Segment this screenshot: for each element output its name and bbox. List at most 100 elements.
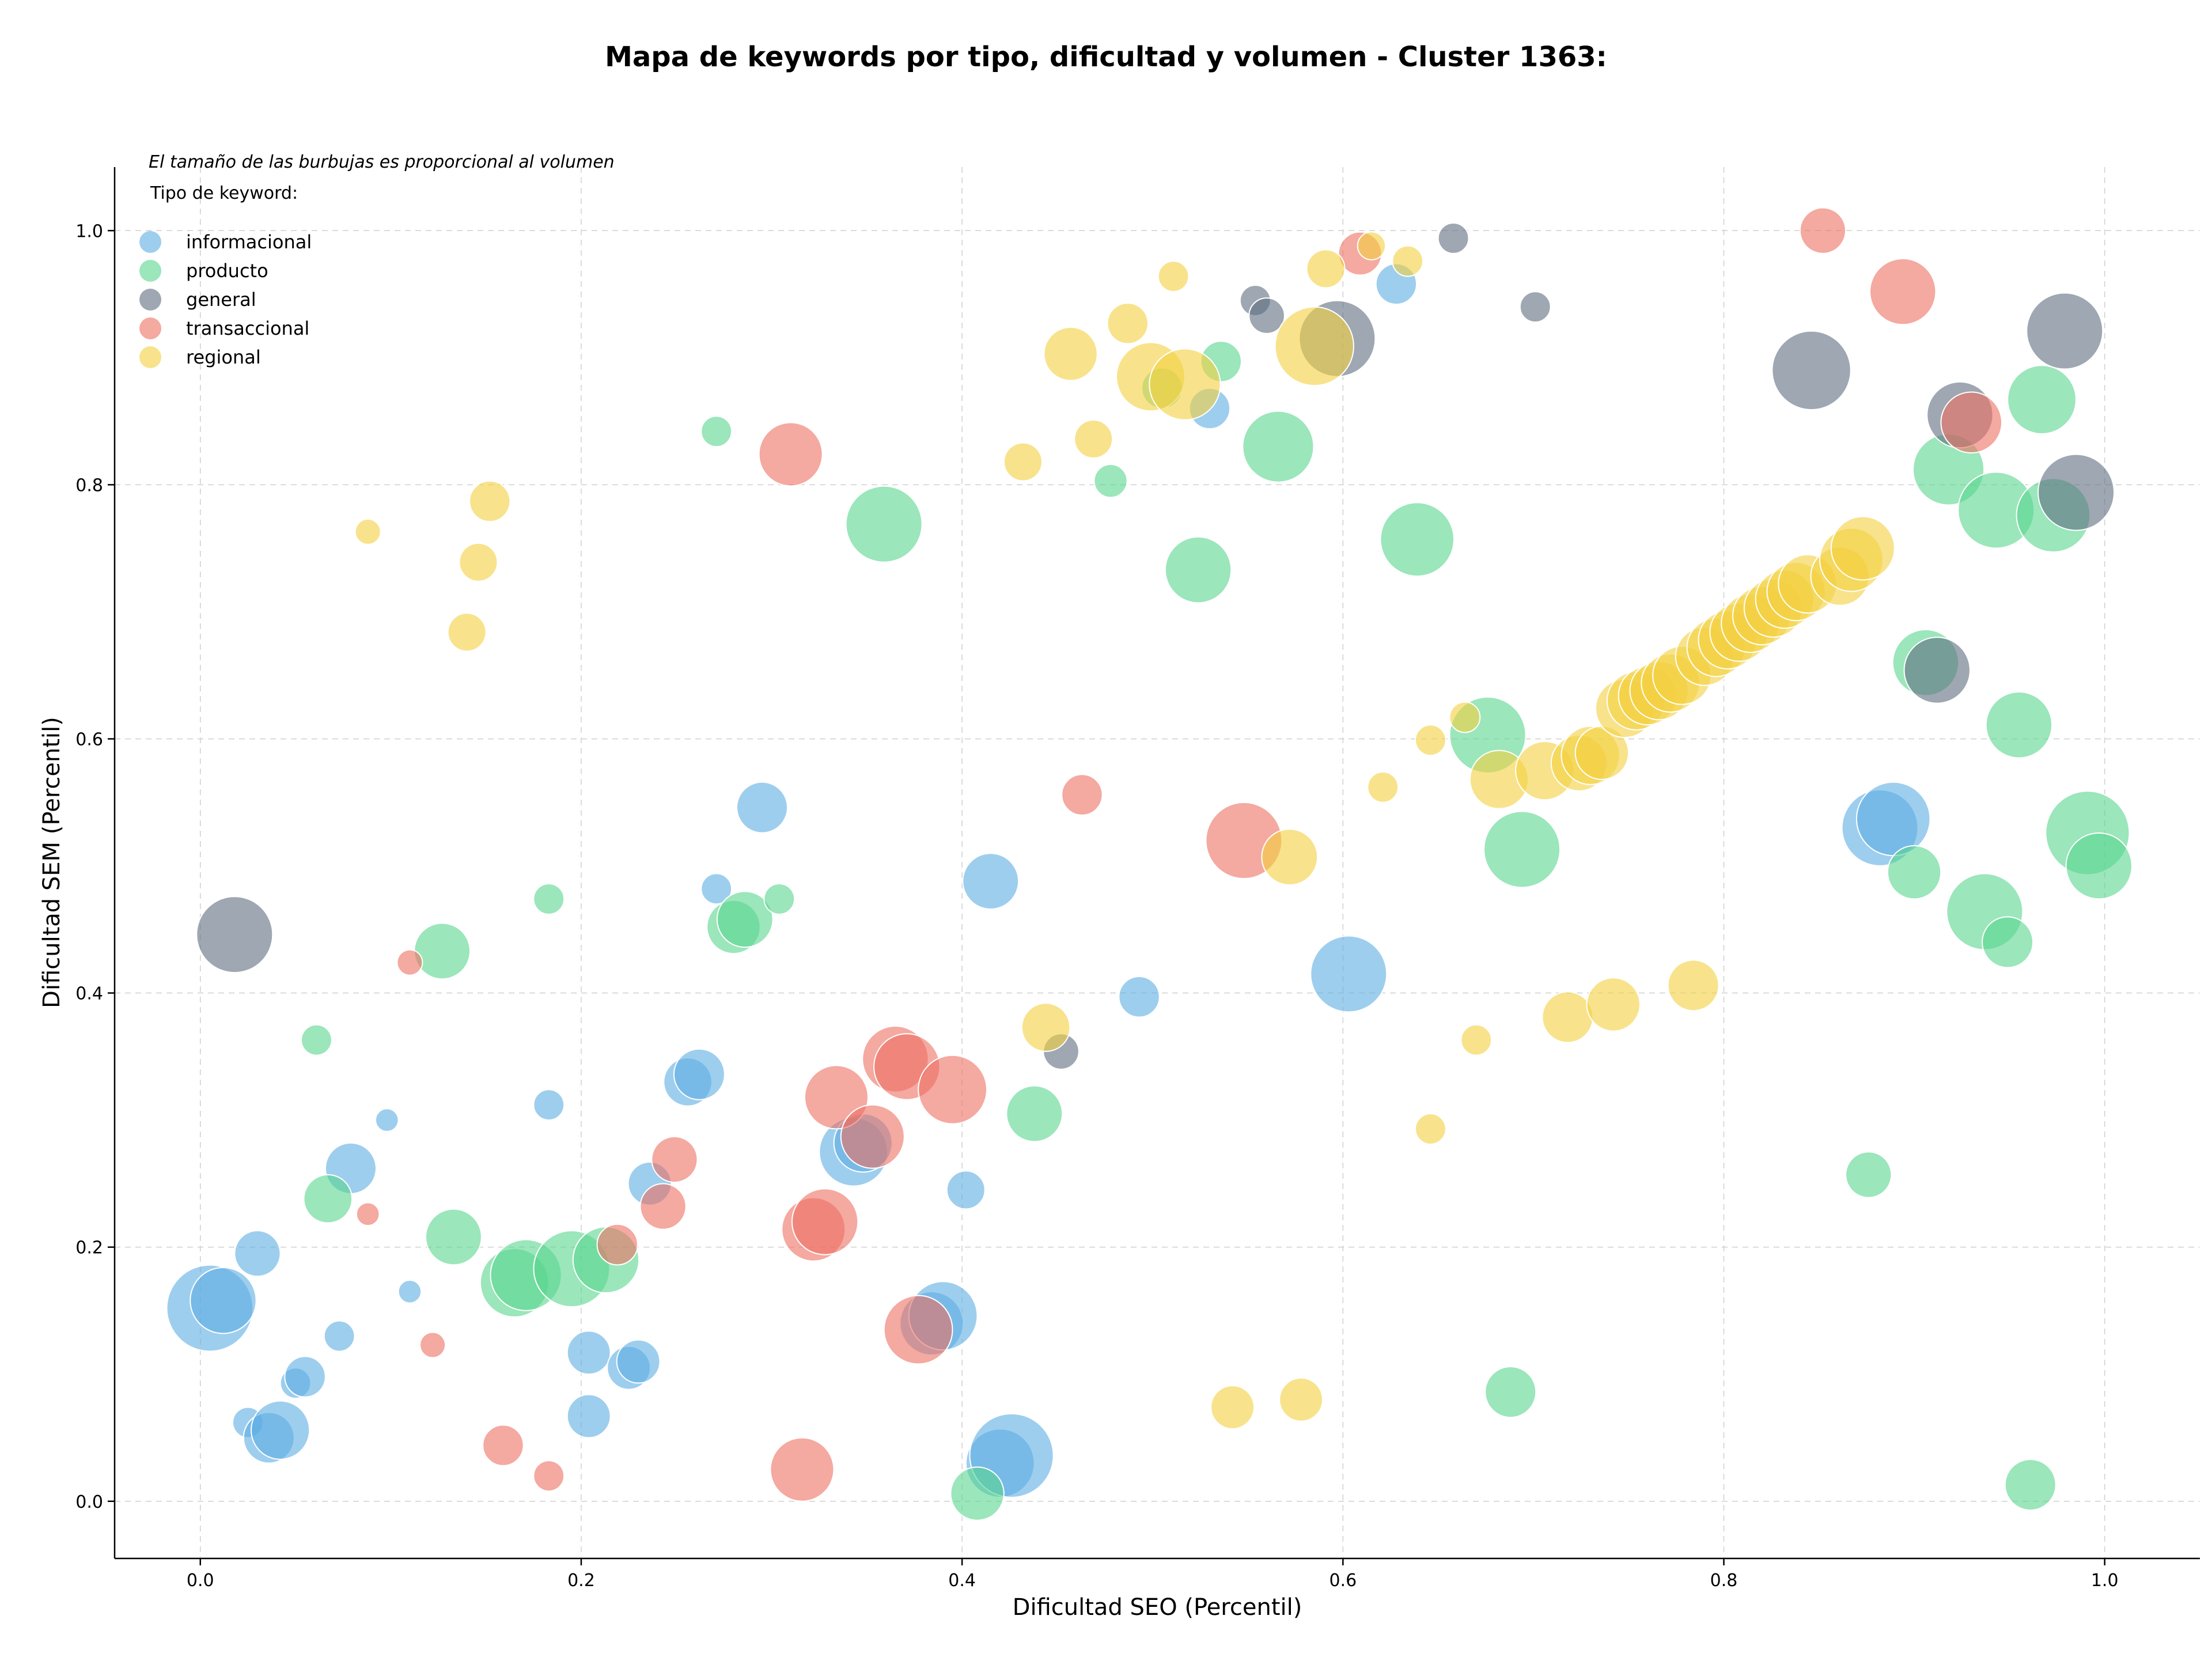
bubble-transaccional	[758, 422, 823, 487]
bubble-informacional	[397, 1280, 422, 1304]
y-axis-label: Dificultad SEM (Percentil)	[39, 717, 65, 1008]
bubble-transaccional	[918, 1054, 988, 1125]
bubble-transaccional	[651, 1136, 698, 1183]
bubble-regional	[1460, 1024, 1493, 1056]
y-tick-label: 0.8	[75, 475, 103, 495]
bubble-transaccional	[639, 1183, 687, 1230]
x-tick-label: 0.0	[187, 1571, 214, 1591]
legend-label: transaccional	[186, 317, 309, 339]
bubble-informacional	[946, 1170, 986, 1210]
bubble-regional	[459, 542, 498, 582]
y-tick-label: 0.0	[75, 1492, 103, 1512]
bubble-producto	[716, 891, 774, 948]
bubble-producto	[1484, 1366, 1537, 1418]
series-regional	[354, 231, 1895, 1429]
bubble-informacional	[284, 1356, 326, 1398]
bubble-transaccional	[596, 1224, 638, 1266]
bubble-regional	[1003, 442, 1043, 482]
x-tick-label: 1.0	[2091, 1571, 2119, 1591]
bubble-producto	[1242, 410, 1315, 483]
bubble-general	[1903, 637, 1971, 704]
y-tick-label: 0.4	[75, 984, 103, 1004]
bubble-transaccional	[1799, 207, 1847, 254]
bubble-general	[1519, 291, 1551, 323]
bubble-regional	[447, 612, 487, 652]
bubble-general	[2026, 292, 2104, 370]
legend-item-general: general	[139, 289, 256, 311]
bubble-regional	[1415, 724, 1446, 756]
bubble-producto	[1985, 691, 2053, 759]
series-informacional	[166, 263, 1931, 1498]
bubble-informacional	[566, 1394, 611, 1439]
bubble-regional	[1107, 302, 1149, 345]
bubble-informacional	[251, 1400, 310, 1460]
legend-item-regional: regional	[139, 346, 261, 368]
bubble-general	[2037, 453, 2115, 531]
bubble-transaccional	[770, 1437, 835, 1502]
bubble-regional	[1149, 348, 1221, 421]
legend-marker	[139, 346, 161, 368]
legend-marker	[139, 289, 161, 311]
bubble-producto	[2007, 365, 2077, 435]
bubble-regional	[1415, 1113, 1446, 1145]
bubble-regional	[1021, 1002, 1071, 1052]
bubble-informacional	[566, 1330, 611, 1375]
bubble-transaccional	[1869, 258, 1937, 326]
chart-title: Mapa de keywords por tipo, dificultad y …	[605, 41, 1607, 73]
bubble-producto	[845, 485, 923, 563]
bubble-regional	[1392, 245, 1424, 277]
legend-label: informacional	[186, 231, 312, 253]
bubble-producto	[763, 883, 796, 915]
bubble-general	[1248, 297, 1285, 334]
bubble-transaccional	[355, 1202, 380, 1227]
bubble-regional	[1274, 306, 1354, 387]
bubble-regional	[1667, 959, 1719, 1012]
bubble-producto	[533, 883, 565, 915]
bubble-informacional	[673, 1048, 725, 1100]
legend-item-transaccional: transaccional	[139, 317, 309, 339]
legend-label: producto	[186, 260, 268, 282]
bubble-producto	[303, 1174, 353, 1224]
bubble-informacional	[190, 1267, 257, 1334]
bubble-transaccional	[840, 1104, 905, 1169]
bubble-regional	[1043, 327, 1098, 381]
bubble-regional	[1449, 701, 1481, 733]
bubble-transaccional	[883, 1295, 953, 1365]
bubble-transaccional	[1061, 774, 1103, 816]
y-tick-label: 1.0	[75, 221, 103, 241]
bubble-transaccional	[419, 1331, 446, 1359]
legend-title: Tipo de keyword:	[150, 183, 298, 203]
bubble-transaccional	[1940, 391, 2003, 454]
bubble-informacional	[616, 1339, 661, 1384]
bubble-informacional	[1855, 781, 1931, 857]
bubble-general	[1437, 222, 1469, 254]
bubble-informacional	[234, 1230, 281, 1277]
legend-marker	[139, 317, 161, 339]
bubble-regional	[1210, 1385, 1255, 1429]
bubble-informacional	[533, 1089, 565, 1121]
x-tick-label: 0.2	[567, 1571, 595, 1591]
y-tick-label: 0.2	[75, 1238, 103, 1258]
legend-marker	[139, 260, 161, 282]
bubble-producto	[1483, 811, 1561, 888]
bubbles	[166, 207, 2133, 1521]
bubble-regional	[1830, 516, 1895, 581]
bubble-regional	[1157, 260, 1190, 293]
legend-label: general	[186, 289, 256, 311]
bubble-informacional	[1310, 935, 1388, 1013]
bubble-producto	[2065, 832, 2133, 900]
bubble-producto	[700, 415, 733, 448]
axis-ticks: 0.0 0.2 0.4 0.6 0.8 1.0 0.0 0.2 0.4 0.6 0.8 1.0	[75, 221, 2118, 1591]
x-tick-label: 0.8	[1710, 1571, 1738, 1591]
bubble-transaccional	[482, 1424, 524, 1466]
bubble-informacional	[1118, 975, 1160, 1018]
bubble-producto	[2004, 1459, 2056, 1511]
bubble-regional	[469, 480, 511, 523]
bubble-regional	[1279, 1377, 1323, 1422]
bubble-transaccional	[396, 949, 423, 976]
bubble-informacional	[962, 853, 1020, 910]
size-note: El tamaño de las burbujas es proporciona…	[149, 152, 615, 172]
bubble-producto	[1164, 536, 1232, 604]
bubble-producto	[1887, 845, 1942, 900]
